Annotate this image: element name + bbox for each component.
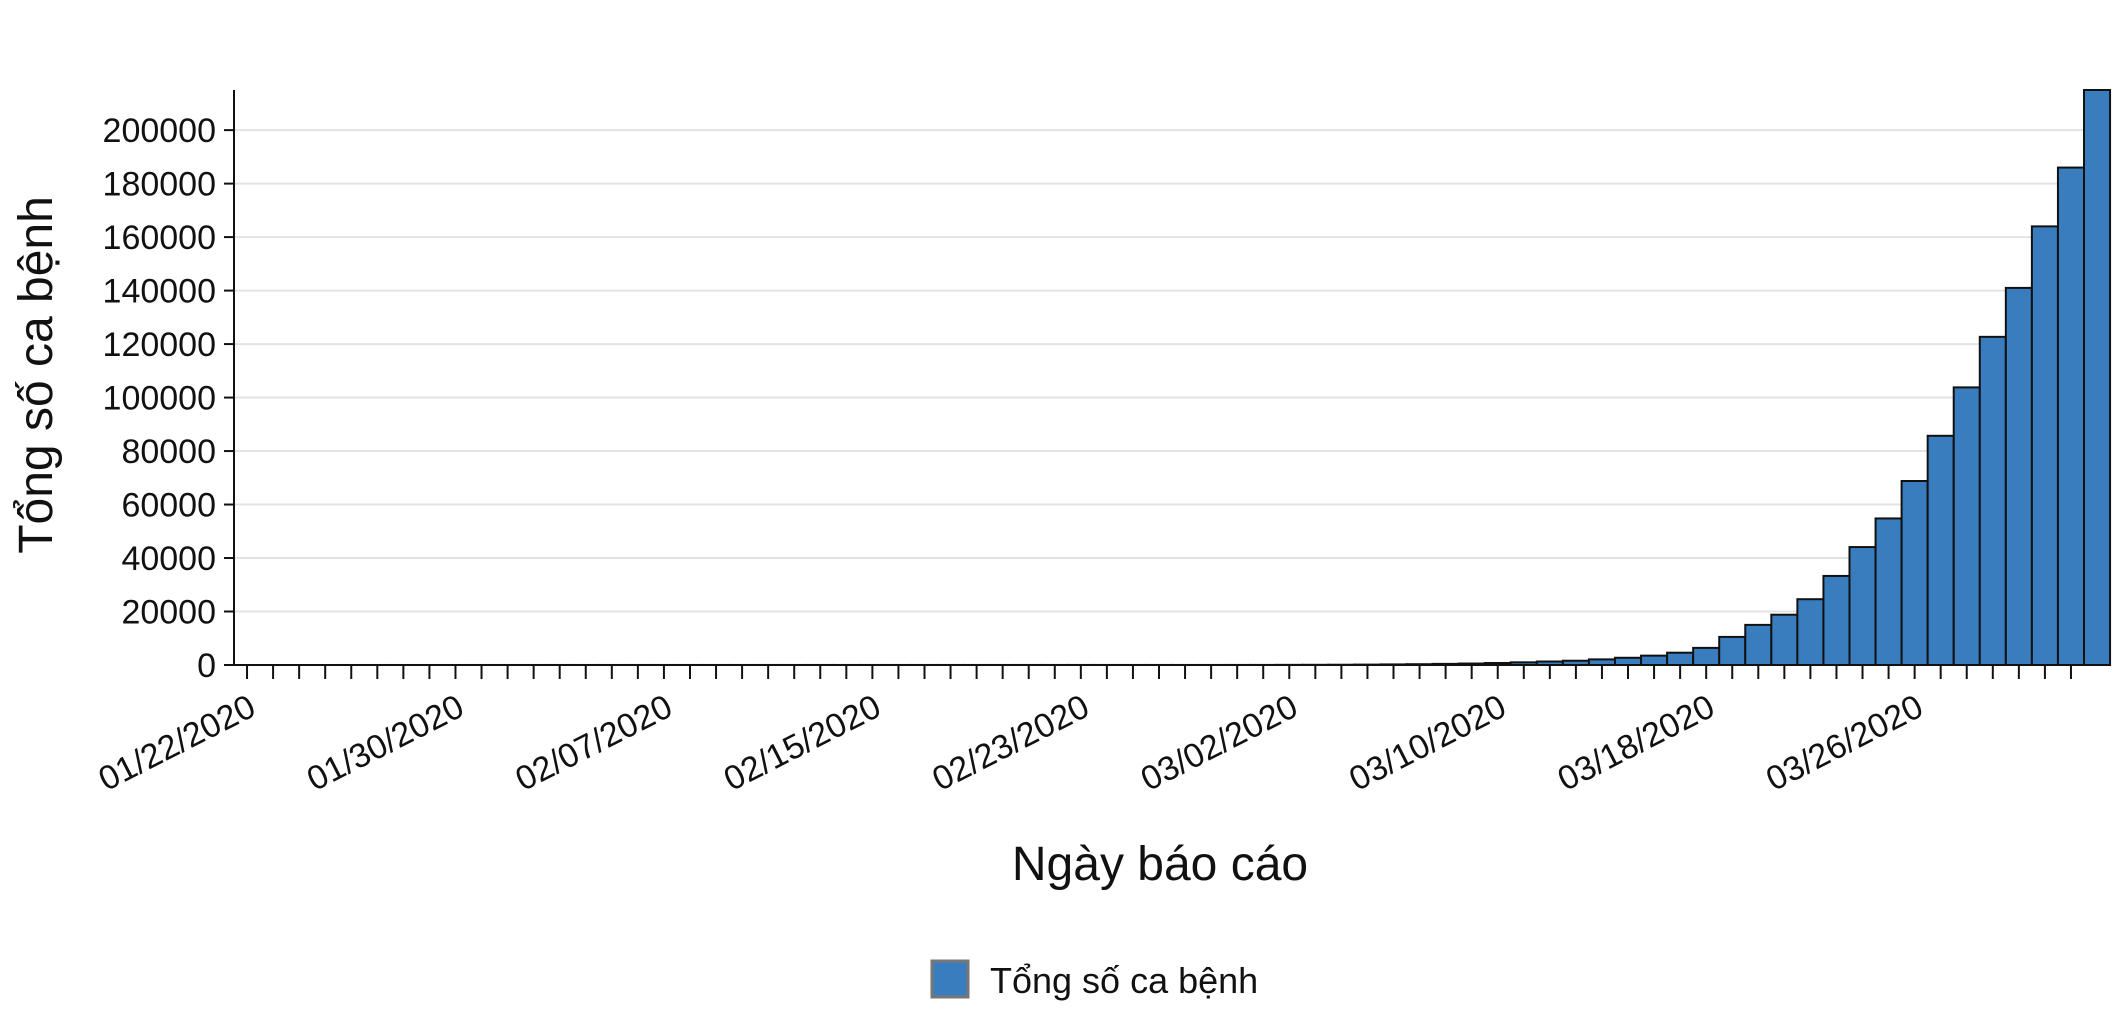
- x-axis-title: Ngày báo cáo: [1012, 838, 1308, 891]
- bar: [1900, 480, 1929, 666]
- y-tick-label: 60000: [121, 487, 216, 525]
- bar: [2056, 166, 2085, 666]
- x-tick-label: 01/22/2020: [93, 687, 262, 798]
- y-axis-title: Tổng số ca bệnh: [10, 196, 63, 554]
- bar: [1613, 656, 1643, 666]
- y-tick-label: 140000: [103, 273, 216, 311]
- bars: [233, 89, 2112, 667]
- bar: [2083, 89, 2112, 666]
- y-tick-label: 120000: [103, 326, 216, 364]
- y-tick-label: 180000: [103, 166, 216, 204]
- x-tick-label: 02/15/2020: [718, 687, 887, 798]
- y-tick-label: 80000: [121, 433, 216, 471]
- bar: [1770, 613, 1799, 667]
- y-tick-label: 200000: [103, 112, 216, 150]
- y-tick-label: 160000: [103, 219, 216, 257]
- legend-label[interactable]: Tổng số ca bệnh: [990, 960, 1258, 1001]
- bar: [1848, 546, 1877, 667]
- bar: [1978, 335, 2007, 666]
- bar: [1640, 654, 1669, 666]
- y-tick-label: 0: [197, 647, 216, 685]
- bar: [1822, 574, 1851, 666]
- x-tick-label: 03/10/2020: [1343, 687, 1512, 798]
- legend[interactable]: Tổng số ca bệnh: [930, 959, 1258, 1001]
- bar: [2030, 225, 2059, 666]
- y-tick-label: 100000: [103, 380, 216, 418]
- bar: [1874, 517, 1903, 666]
- bar: [1666, 651, 1695, 667]
- x-tick-label: 02/07/2020: [509, 687, 678, 798]
- legend-swatch[interactable]: [930, 959, 970, 999]
- x-tick-label: 02/23/2020: [926, 687, 1095, 798]
- y-axis-ticks: 0 20000 40000 60000 80000 100000 120000 140000 1…: [103, 112, 234, 685]
- bar: [2004, 286, 2033, 666]
- x-tick-label: 03/26/2020: [1760, 687, 1929, 798]
- y-tick-label: 20000: [121, 594, 216, 632]
- bar: [1796, 598, 1825, 666]
- bar: [1692, 646, 1721, 667]
- x-axis-ticks: 01/22/2020 01/30/2020 02/07/2020 02/15/2020…: [93, 665, 2072, 799]
- x-tick-label: 03/18/2020: [1552, 687, 1721, 798]
- bar: [1744, 623, 1773, 667]
- gridlines: [234, 129, 2084, 613]
- x-tick-label: 03/02/2020: [1135, 687, 1304, 798]
- x-tick-label: 01/30/2020: [301, 687, 470, 798]
- bar: [1718, 635, 1747, 666]
- bar: [1952, 386, 1981, 666]
- axes: [233, 90, 2090, 666]
- bar: [1926, 434, 1955, 667]
- y-tick-label: 40000: [121, 540, 216, 578]
